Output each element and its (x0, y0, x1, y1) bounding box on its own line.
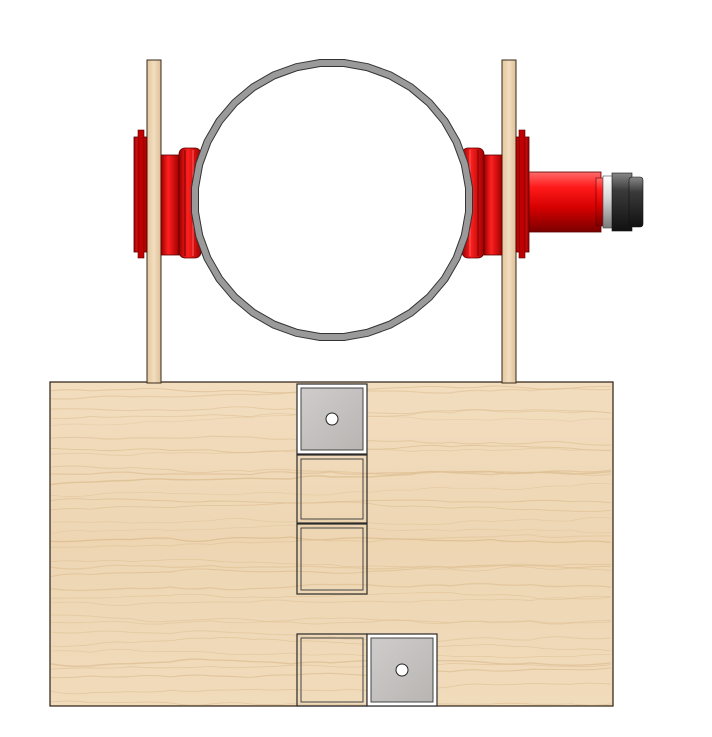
left-post (146, 59, 162, 384)
wood-grain-line (50, 596, 612, 606)
wood-grain-line (50, 465, 612, 476)
wood-grain-line (50, 536, 612, 544)
wood-grain-line (50, 637, 612, 652)
wood-grain-line (50, 524, 612, 535)
wood-grain-line (50, 563, 612, 570)
wood-grain-line (50, 498, 612, 504)
wood-grain-line (50, 658, 612, 668)
wood-grain-line (50, 517, 612, 526)
steel-ring (191, 59, 473, 341)
wood-grain-line (50, 558, 612, 572)
wood-grain-line (50, 592, 612, 601)
wood-grain-line (50, 501, 612, 512)
wood-grain-line (50, 682, 612, 695)
socket-empty-1 (296, 454, 368, 524)
wood-grain-line (50, 630, 612, 643)
wood-grain-line (50, 667, 612, 679)
wood-grain-line (50, 614, 612, 625)
wood-grain-line (50, 700, 612, 706)
socket-empty-2 (296, 523, 368, 595)
wood-grain-line (50, 663, 612, 670)
wood-grain-line (50, 583, 612, 592)
wood-grain-line (50, 648, 612, 659)
wood-grain-line (50, 564, 612, 577)
wood-grain-line (50, 534, 612, 548)
wood-grain-line (50, 617, 612, 625)
wood-grain-line (50, 470, 612, 486)
left-red-bearing (133, 129, 202, 259)
right-post (501, 59, 517, 384)
wood-grain-line (50, 483, 612, 497)
socket-bottom-right-plate (366, 633, 438, 707)
socket-top-plate (296, 383, 368, 455)
red-motor (528, 171, 644, 233)
